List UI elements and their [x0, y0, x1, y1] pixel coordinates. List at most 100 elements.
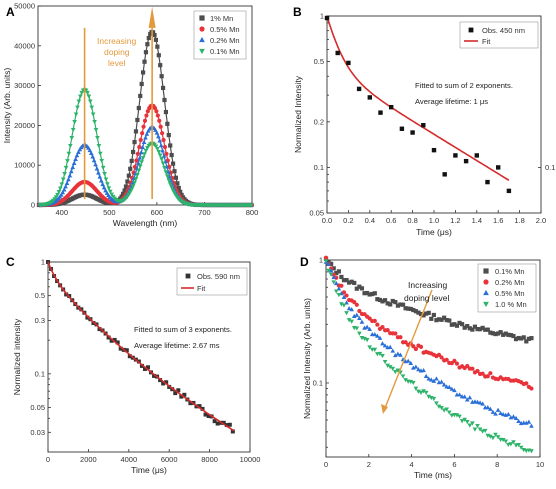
data-point: [112, 337, 117, 342]
data-point: [416, 310, 421, 315]
data-point: [410, 130, 415, 135]
data-point: [370, 291, 375, 297]
data-point: [378, 110, 383, 115]
data-point: [90, 112, 96, 117]
data-point: [500, 411, 506, 417]
data-point: [364, 290, 370, 296]
annotation-line: Average lifetime: 1 μs: [415, 97, 488, 106]
data-point: [385, 328, 390, 333]
data-point: [126, 173, 131, 178]
data-point: [71, 160, 77, 165]
data-point: [413, 346, 418, 352]
legend-label: 0.5% Mn: [495, 289, 525, 298]
fit-curve: [47, 261, 235, 432]
data-point: [145, 365, 150, 370]
data-point: [508, 333, 513, 338]
data-point: [395, 303, 401, 308]
data-point: [141, 124, 146, 129]
data-point: [160, 161, 166, 166]
data-point: [179, 192, 184, 198]
data-point: [347, 280, 352, 285]
data-point: [143, 50, 149, 55]
data-point: [377, 351, 383, 357]
data-point: [434, 401, 439, 406]
data-point: [158, 63, 163, 68]
data-point: [352, 280, 357, 286]
data-point: [165, 169, 171, 174]
data-point: [221, 420, 226, 425]
data-point: [405, 358, 411, 363]
data-point: [501, 332, 506, 337]
panel-c: 0 2000 4000 6000 8000 10000 0.03 0.05 0.1 0.3 0.5 1…: [12, 258, 260, 476]
data-point: [230, 429, 235, 434]
data-point: [172, 191, 177, 196]
data-point: [421, 389, 426, 394]
arrow-head: [148, 6, 156, 28]
data-point: [139, 160, 144, 165]
data-point: [382, 343, 388, 348]
data-point: [411, 307, 416, 313]
data-point: [529, 386, 534, 391]
legend-marker: [199, 36, 205, 43]
data-point: [167, 174, 173, 179]
data-point: [393, 370, 398, 375]
data-point: [76, 99, 82, 104]
data-point: [154, 109, 159, 114]
data-point: [161, 137, 166, 143]
data-point: [388, 302, 393, 307]
data-point: [482, 428, 488, 434]
data-point: [498, 330, 503, 335]
data-point: [65, 159, 70, 164]
legend-marker: [199, 15, 205, 21]
data-point: [462, 394, 467, 399]
data-point: [465, 363, 470, 369]
data-point: [138, 93, 143, 99]
y-tick-label: 0.1: [35, 369, 45, 378]
data-point: [124, 348, 129, 353]
data-point: [85, 315, 90, 320]
data-point: [128, 166, 133, 171]
data-point: [485, 404, 491, 410]
data-point: [357, 315, 362, 320]
data-point: [100, 181, 105, 187]
data-point: [341, 303, 347, 308]
data-point: [145, 42, 150, 47]
arrow-head: [381, 404, 388, 414]
annotation-line: Fitted to sum of 2 exponents.: [415, 81, 513, 90]
data-point: [162, 165, 167, 171]
data-point: [97, 327, 102, 332]
data-point: [475, 368, 480, 374]
data-point: [413, 364, 419, 369]
data-point: [377, 335, 383, 340]
doping-arrows: Increasing doping level: [83, 6, 156, 200]
data-point: [162, 144, 168, 150]
data-point: [511, 414, 516, 419]
data-point: [100, 165, 106, 171]
data-point: [140, 131, 145, 136]
data-point: [133, 129, 139, 134]
data-point: [328, 268, 334, 273]
data-point: [403, 378, 408, 383]
data-point: [452, 358, 457, 363]
data-point: [498, 410, 503, 416]
data-point: [73, 112, 79, 117]
data-point: [529, 449, 534, 454]
data-point: [142, 366, 147, 371]
data-point: [159, 157, 164, 162]
legend-marker: [483, 301, 489, 308]
data-point: [474, 153, 479, 158]
y-tick-label: 1: [319, 256, 323, 265]
data-point: [439, 317, 444, 322]
y-tick-label: 0.03: [30, 428, 45, 437]
data-point: [454, 323, 460, 328]
data-point: [344, 278, 349, 283]
data-point: [328, 272, 334, 277]
data-point: [480, 325, 485, 330]
data-point: [140, 156, 146, 161]
data-point: [488, 434, 493, 439]
data-point: [97, 151, 103, 156]
data-point: [459, 419, 465, 424]
data-point: [357, 331, 362, 336]
data-point: [155, 146, 160, 152]
data-point: [390, 366, 396, 372]
